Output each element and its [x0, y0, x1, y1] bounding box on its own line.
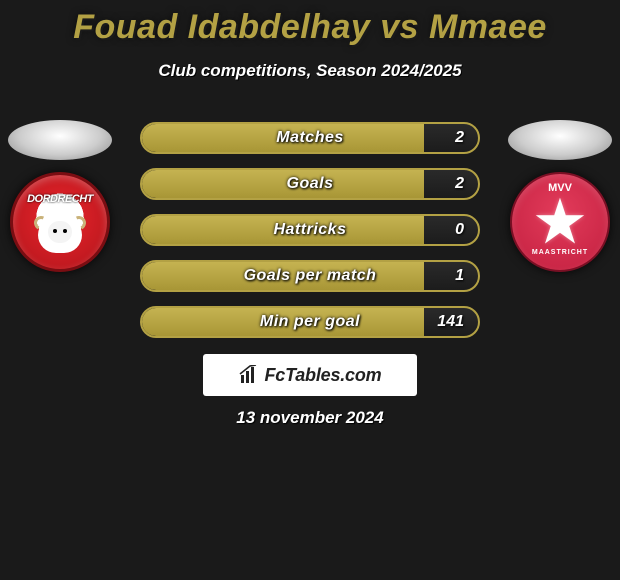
stat-row-goals: Goals 2	[140, 168, 480, 200]
stat-value: 2	[455, 124, 464, 152]
right-player-column: MVV ★ MAASTRICHT	[508, 120, 612, 272]
stat-value: 0	[455, 216, 464, 244]
stat-label: Hattricks	[142, 216, 478, 244]
stat-row-hattricks: Hattricks 0	[140, 214, 480, 246]
left-player-column: DORDRECHT	[8, 120, 112, 272]
stats-list: Matches 2 Goals 2 Hattricks 0 Goals per …	[140, 122, 480, 352]
stat-label: Goals	[142, 170, 478, 198]
left-club-name: DORDRECHT	[27, 193, 93, 205]
stat-label: Min per goal	[142, 308, 478, 336]
sheep-icon	[38, 215, 82, 253]
brand-badge: FcTables.com	[203, 354, 417, 396]
left-player-silhouette	[8, 120, 112, 160]
bar-chart-icon	[239, 365, 261, 385]
right-player-silhouette	[508, 120, 612, 160]
page-title: Fouad Idabdelhay vs Mmaee	[0, 0, 620, 47]
stat-row-matches: Matches 2	[140, 122, 480, 154]
stat-value: 2	[455, 170, 464, 198]
star-icon: ★	[535, 194, 585, 250]
subtitle-competition-season: Club competitions, Season 2024/2025	[0, 61, 620, 81]
right-club-badge: MVV ★ MAASTRICHT	[510, 172, 610, 272]
stat-value: 141	[437, 308, 464, 336]
right-club-subname: MAASTRICHT	[532, 249, 588, 256]
right-club-name: MVV	[548, 182, 572, 194]
brand-text: FcTables.com	[265, 365, 382, 386]
stat-row-goals-per-match: Goals per match 1	[140, 260, 480, 292]
date-label: 13 november 2024	[0, 408, 620, 428]
stat-label: Goals per match	[142, 262, 478, 290]
stat-label: Matches	[142, 124, 478, 152]
stat-value: 1	[455, 262, 464, 290]
stat-row-min-per-goal: Min per goal 141	[140, 306, 480, 338]
left-club-badge: DORDRECHT	[10, 172, 110, 272]
